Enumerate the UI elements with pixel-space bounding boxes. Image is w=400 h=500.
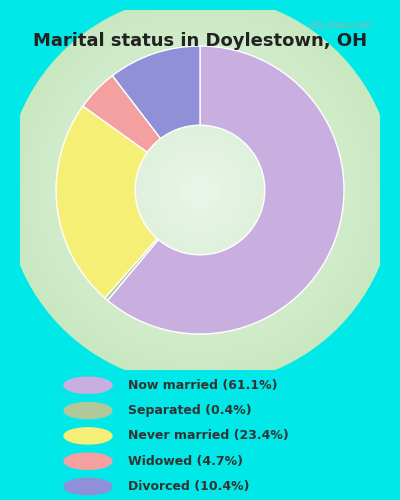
- Circle shape: [58, 48, 342, 333]
- Circle shape: [6, 0, 394, 384]
- Circle shape: [145, 135, 255, 245]
- Circle shape: [64, 402, 112, 418]
- Circle shape: [18, 8, 382, 372]
- Circle shape: [148, 138, 252, 242]
- Text: Widowed (4.7%): Widowed (4.7%): [128, 454, 243, 468]
- Circle shape: [51, 41, 349, 339]
- Circle shape: [38, 28, 362, 352]
- Text: Separated (0.4%): Separated (0.4%): [128, 404, 252, 417]
- Text: Divorced (10.4%): Divorced (10.4%): [128, 480, 250, 493]
- Circle shape: [164, 154, 236, 226]
- Circle shape: [109, 100, 291, 280]
- Circle shape: [158, 148, 242, 232]
- Circle shape: [83, 74, 317, 306]
- Text: City-Data.com: City-Data.com: [309, 21, 373, 30]
- Circle shape: [122, 112, 278, 268]
- Circle shape: [190, 180, 210, 200]
- Wedge shape: [108, 46, 344, 334]
- Circle shape: [100, 90, 300, 290]
- Circle shape: [174, 164, 226, 216]
- Circle shape: [187, 177, 213, 203]
- Circle shape: [197, 187, 203, 193]
- Circle shape: [80, 70, 320, 310]
- Circle shape: [151, 142, 249, 238]
- Circle shape: [32, 22, 368, 358]
- Circle shape: [22, 12, 378, 368]
- Circle shape: [106, 96, 294, 284]
- Circle shape: [168, 158, 232, 222]
- Circle shape: [132, 122, 268, 258]
- Circle shape: [64, 453, 112, 469]
- Circle shape: [135, 125, 265, 255]
- Circle shape: [35, 25, 365, 355]
- Circle shape: [126, 116, 274, 264]
- Circle shape: [74, 64, 326, 316]
- Wedge shape: [105, 238, 158, 300]
- Circle shape: [86, 76, 314, 304]
- Circle shape: [184, 174, 216, 206]
- Circle shape: [64, 478, 112, 494]
- Circle shape: [67, 57, 333, 323]
- Circle shape: [90, 80, 310, 300]
- Circle shape: [142, 132, 258, 248]
- Circle shape: [138, 128, 262, 252]
- Circle shape: [116, 106, 284, 274]
- Circle shape: [25, 15, 375, 365]
- Wedge shape: [56, 106, 157, 298]
- Circle shape: [96, 86, 304, 294]
- Circle shape: [103, 93, 297, 287]
- Circle shape: [112, 102, 288, 278]
- Circle shape: [64, 377, 112, 394]
- Circle shape: [129, 118, 271, 262]
- Circle shape: [194, 184, 206, 196]
- Circle shape: [171, 161, 229, 219]
- Circle shape: [48, 38, 352, 343]
- Circle shape: [93, 83, 307, 297]
- Circle shape: [28, 18, 372, 362]
- Circle shape: [177, 168, 223, 212]
- Circle shape: [15, 6, 385, 374]
- Circle shape: [161, 151, 239, 229]
- Circle shape: [54, 44, 346, 336]
- Circle shape: [64, 428, 112, 444]
- Wedge shape: [112, 46, 200, 138]
- Circle shape: [61, 50, 339, 330]
- Circle shape: [180, 170, 220, 209]
- Circle shape: [119, 109, 281, 271]
- Circle shape: [41, 31, 359, 349]
- Text: Never married (23.4%): Never married (23.4%): [128, 430, 289, 442]
- Circle shape: [9, 0, 391, 381]
- Wedge shape: [83, 76, 161, 152]
- Circle shape: [12, 2, 388, 378]
- Circle shape: [64, 54, 336, 326]
- Circle shape: [77, 67, 323, 313]
- Text: Marital status in Doylestown, OH: Marital status in Doylestown, OH: [33, 32, 367, 50]
- Circle shape: [70, 60, 330, 320]
- Text: Now married (61.1%): Now married (61.1%): [128, 379, 278, 392]
- Circle shape: [155, 144, 245, 236]
- Circle shape: [44, 34, 356, 345]
